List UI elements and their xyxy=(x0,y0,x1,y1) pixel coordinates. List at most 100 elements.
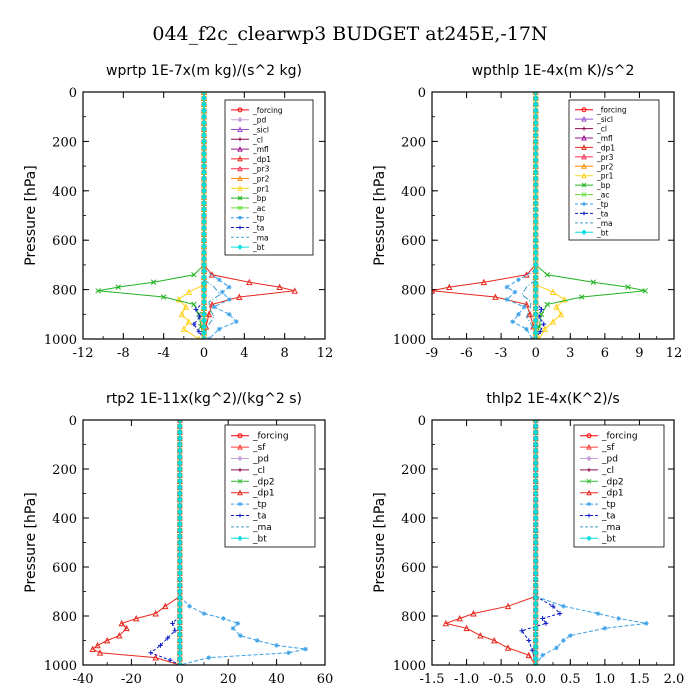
point-bt-marker xyxy=(532,515,539,521)
legend-box xyxy=(568,99,660,241)
point-bt-marker xyxy=(532,268,539,274)
point-bt-marker xyxy=(201,255,207,262)
point-tp-marker xyxy=(521,304,527,310)
point-bt-marker xyxy=(532,144,539,151)
point-bt-marker xyxy=(532,101,539,108)
legend-label: _dp1 xyxy=(601,489,624,499)
point-bp-marker xyxy=(590,279,597,285)
legend-label: _ta xyxy=(596,209,608,218)
x-tick-label: -6 xyxy=(460,346,473,361)
legend-label: _pr2 xyxy=(596,162,614,171)
point-tp-marker xyxy=(187,603,192,609)
point-bt-marker xyxy=(176,582,183,589)
point-dp1-marker xyxy=(246,278,253,286)
point-bt-marker xyxy=(532,132,539,139)
point-ta-marker xyxy=(191,321,197,327)
point-bt-marker xyxy=(532,557,539,564)
point-bt-marker xyxy=(532,286,539,293)
y-tick-label: 0 xyxy=(69,86,77,101)
point-bt-marker xyxy=(532,423,539,430)
x-tick-label: 0 xyxy=(200,346,208,361)
y-tick-label: 200 xyxy=(52,135,77,150)
legend-label: _forcing xyxy=(252,106,283,115)
point-tp-marker xyxy=(616,616,622,621)
legend-pr3-marker xyxy=(237,165,243,172)
legend-label: _tp xyxy=(601,500,616,510)
point-ta-marker xyxy=(539,306,544,312)
point-ta-marker xyxy=(526,638,532,643)
legend-label: _ma xyxy=(252,523,272,533)
point-bt-marker xyxy=(176,655,183,662)
legend-label: _ma xyxy=(252,233,269,242)
legend-mfl-marker xyxy=(237,145,243,152)
point-bt-marker xyxy=(532,280,539,287)
plot-frame xyxy=(82,91,326,340)
point-bt-marker xyxy=(201,280,207,287)
point-pr1-marker xyxy=(561,295,568,303)
point-bt-marker xyxy=(201,274,207,281)
point-bt-marker xyxy=(176,423,183,430)
y-tick-label: 800 xyxy=(401,610,426,625)
point-tp-marker xyxy=(219,289,225,295)
point-bt-marker xyxy=(532,261,539,268)
point-bt-marker xyxy=(176,649,183,656)
point-bt-marker xyxy=(201,163,207,170)
point-tp-marker xyxy=(512,289,518,295)
point-bt-marker xyxy=(176,459,183,466)
legend-label: _ta xyxy=(252,512,267,522)
point-bt-marker xyxy=(201,169,207,176)
point-dp1-marker xyxy=(89,645,96,652)
point-tp-marker xyxy=(524,326,529,332)
point-dp1-marker xyxy=(152,610,159,617)
x-tick-label: 0 xyxy=(532,346,540,361)
point-ac-marker xyxy=(201,92,207,95)
point-dp1-marker xyxy=(446,283,453,291)
point-bp-marker xyxy=(625,284,631,290)
panel-title: rtp2 1E-11x(kg^2)/(kg^2 s) xyxy=(106,391,302,407)
point-bt-marker xyxy=(532,200,539,207)
point-bt-marker xyxy=(176,472,183,479)
x-tick-label: 4 xyxy=(240,346,248,361)
y-tick-label: 800 xyxy=(52,610,77,625)
point-bt-marker xyxy=(201,194,207,200)
legend-dp1-marker xyxy=(581,144,587,150)
point-bt-marker xyxy=(201,299,207,305)
point-bt-marker xyxy=(201,286,207,293)
point-bt-marker xyxy=(201,132,207,139)
point-dp1-marker xyxy=(480,278,488,286)
x-tick-label: -3 xyxy=(495,346,508,361)
point-ta-marker xyxy=(541,321,547,327)
point-bt-marker xyxy=(532,576,539,583)
legend-label: _bt xyxy=(252,243,265,252)
point-dp2-marker xyxy=(533,420,539,423)
y-tick-label: 0 xyxy=(418,414,426,429)
point-bt-marker xyxy=(176,588,183,595)
legend-pd-marker xyxy=(586,455,592,462)
x-tick-label: -8 xyxy=(117,346,130,361)
point-bt-marker xyxy=(532,187,539,194)
point-bt-marker xyxy=(532,606,539,613)
point-bt-marker xyxy=(201,101,207,108)
y-tick-label: 800 xyxy=(401,284,426,299)
series-line-pr1 xyxy=(178,284,205,339)
point-tp-marker xyxy=(303,646,309,652)
point-dp1-marker xyxy=(525,651,533,659)
point-ta-marker xyxy=(165,635,171,641)
y-tick-label: 1000 xyxy=(44,333,77,348)
legend-label: _dp1 xyxy=(252,489,275,499)
point-tp-marker xyxy=(216,277,222,283)
point-ta-marker xyxy=(158,643,163,648)
point-bt-marker xyxy=(201,187,207,194)
point-dp1-marker xyxy=(276,283,283,291)
y-tick-label: 400 xyxy=(52,512,77,527)
point-bt-marker xyxy=(176,606,183,613)
legend-label: _bt xyxy=(252,534,267,544)
point-tp-marker xyxy=(201,611,207,616)
point-bt-marker xyxy=(532,274,539,281)
point-bt-marker xyxy=(176,557,183,564)
point-bp-marker xyxy=(544,301,550,308)
legend-forcing-marker xyxy=(237,433,243,439)
point-bt-marker xyxy=(176,637,183,644)
series-line-tp xyxy=(505,269,536,339)
point-bt-marker xyxy=(176,490,183,497)
